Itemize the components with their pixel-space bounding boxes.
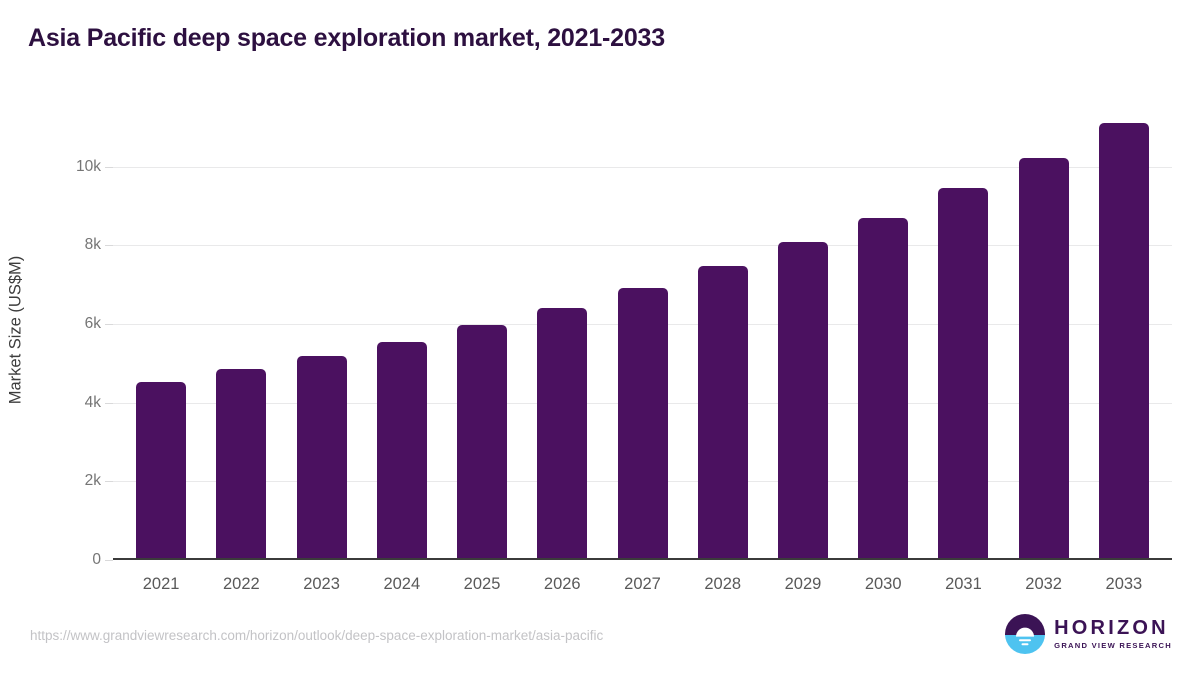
bar[interactable] (777, 242, 828, 560)
y-tick-mark (105, 560, 113, 561)
x-tick-label: 2026 (543, 575, 581, 593)
bar[interactable] (617, 287, 668, 560)
bar[interactable] (1098, 122, 1149, 560)
page-title: Asia Pacific deep space exploration mark… (28, 24, 665, 52)
y-tick-label: 2k (84, 472, 101, 490)
y-tick-mark (105, 324, 113, 326)
horizon-wordmark: HORIZON (1054, 617, 1169, 640)
bar[interactable] (1018, 157, 1069, 560)
x-tick-label: 2027 (624, 575, 661, 593)
y-tick-label: 8k (84, 236, 101, 254)
x-tick-label: 2021 (142, 575, 180, 593)
y-tick-mark (105, 166, 113, 168)
bar[interactable] (136, 381, 187, 560)
x-tick-label: 2032 (1025, 575, 1062, 593)
horizon-logo-text: HORIZON GRAND VIEW RESEARCH (1054, 618, 1172, 650)
x-axis-line (113, 558, 1172, 560)
bar[interactable] (296, 355, 347, 560)
y-tick-label: 4k (84, 393, 101, 411)
y-tick-mark (105, 402, 113, 404)
y-tick-label: 10k (76, 157, 101, 175)
bar[interactable] (216, 369, 267, 560)
horizon-logo[interactable]: HORIZON GRAND VIEW RESEARCH (1005, 614, 1172, 654)
plot-area: 0 2k 4k 6k 8k 10k (76, 100, 1172, 568)
x-tick-label: 2023 (303, 575, 340, 593)
x-tick-label: 2028 (704, 575, 742, 593)
bar[interactable] (457, 324, 508, 560)
x-tick-label: 2024 (383, 575, 421, 593)
y-tick-label: 0 (92, 551, 101, 568)
plot-frame: 0 2k 4k 6k 8k 10k (76, 100, 1172, 568)
source-url[interactable]: https://www.grandviewresearch.com/horizo… (30, 628, 604, 643)
bar[interactable] (938, 188, 989, 560)
x-tick-label: 2022 (222, 575, 260, 593)
y-tick-mark (105, 481, 113, 483)
y-axis-title: Market Size (US$M) (6, 255, 25, 405)
bar[interactable] (376, 341, 427, 560)
y-tick-label: 6k (84, 315, 101, 333)
y-tick-mark (105, 245, 113, 247)
horizon-logo-icon (1005, 614, 1046, 654)
x-tick-label: 2030 (864, 575, 902, 593)
bar[interactable] (697, 265, 748, 560)
bar[interactable] (858, 217, 909, 560)
x-tick-label: 2029 (784, 575, 822, 593)
x-tick-label: 2033 (1105, 575, 1143, 593)
gridline (113, 245, 1172, 247)
x-tick-label: 2025 (463, 575, 501, 593)
bar[interactable] (537, 307, 588, 560)
horizon-tagline: GRAND VIEW RESEARCH (1054, 641, 1172, 651)
gridline (113, 166, 1172, 168)
x-tick-label: 2031 (945, 575, 982, 593)
